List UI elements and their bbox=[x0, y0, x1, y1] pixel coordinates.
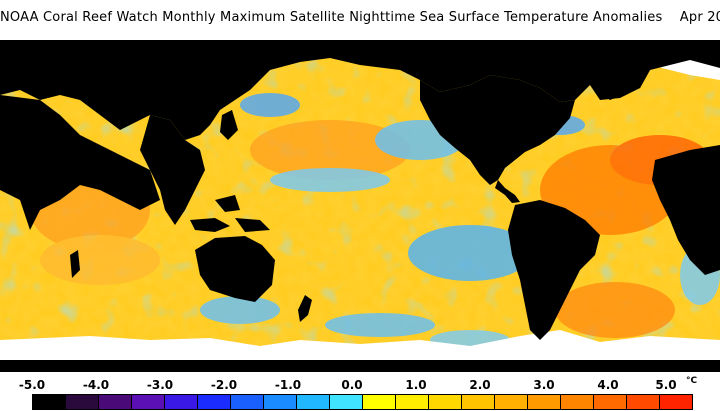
title-text: NOAA Coral Reef Watch Monthly Maximum Sa… bbox=[0, 10, 663, 25]
legend-swatch bbox=[560, 394, 594, 410]
legend-tick-label: -2.0 bbox=[210, 378, 238, 392]
land-north-america bbox=[420, 75, 575, 185]
land-greenland bbox=[590, 62, 650, 100]
legend-swatch bbox=[32, 394, 66, 410]
legend-swatch bbox=[461, 394, 495, 410]
land-antarctica bbox=[0, 360, 720, 372]
legend-tick-label: 2.0 bbox=[469, 378, 491, 392]
legend-swatch bbox=[131, 394, 165, 410]
legend-swatch bbox=[395, 394, 429, 410]
land-japan bbox=[220, 110, 238, 140]
legend-swatch bbox=[329, 394, 363, 410]
map-title: NOAA Coral Reef Watch Monthly Maximum Sa… bbox=[0, 10, 720, 25]
legend-swatch bbox=[659, 394, 693, 410]
legend-tick-label: -3.0 bbox=[146, 378, 174, 392]
color-legend: -5.0 -4.0 -3.0 -2.0 -1.0 0.0 1.0 2.0 3.0 4.0 5.0 °C bbox=[0, 372, 720, 411]
land-borneo bbox=[215, 195, 240, 212]
sst-anomaly-map bbox=[0, 40, 720, 372]
land-se-asia bbox=[140, 115, 205, 225]
legend-tick-label: 5.0 bbox=[655, 378, 677, 392]
legend-swatch bbox=[65, 394, 99, 410]
legend-swatch bbox=[527, 394, 561, 410]
land-masses bbox=[0, 40, 720, 372]
legend-tick-label: -4.0 bbox=[82, 378, 110, 392]
land-south-america bbox=[508, 200, 600, 340]
legend-tick-label: 4.0 bbox=[597, 378, 619, 392]
land-central-america bbox=[495, 180, 520, 203]
legend-tick-label: 1.0 bbox=[405, 378, 427, 392]
land-indonesia-2 bbox=[235, 218, 270, 232]
legend-colorbar bbox=[32, 394, 693, 410]
land-africa-asia bbox=[0, 95, 160, 230]
legend-swatch bbox=[263, 394, 297, 410]
legend-swatch bbox=[626, 394, 660, 410]
legend-swatch bbox=[230, 394, 264, 410]
legend-tick-label: -1.0 bbox=[274, 378, 302, 392]
legend-swatch bbox=[98, 394, 132, 410]
legend-tick-label: 0.0 bbox=[341, 378, 363, 392]
land-madagascar bbox=[70, 250, 80, 278]
land-africa-east-edge bbox=[652, 145, 720, 275]
legend-swatch bbox=[164, 394, 198, 410]
title-date: Apr 2010 bbox=[679, 10, 720, 25]
land-new-zealand bbox=[298, 295, 312, 322]
legend-unit: °C bbox=[686, 376, 698, 386]
legend-tick-label: 3.0 bbox=[533, 378, 555, 392]
legend-swatch bbox=[296, 394, 330, 410]
world-map-svg bbox=[0, 40, 720, 372]
legend-swatch bbox=[428, 394, 462, 410]
legend-swatch bbox=[593, 394, 627, 410]
legend-swatch bbox=[197, 394, 231, 410]
legend-swatch bbox=[362, 394, 396, 410]
land-indonesia-1 bbox=[190, 218, 230, 232]
legend-tick-label: -5.0 bbox=[18, 378, 46, 392]
land-north bbox=[0, 40, 720, 140]
land-australia bbox=[195, 236, 275, 302]
legend-swatch bbox=[494, 394, 528, 410]
